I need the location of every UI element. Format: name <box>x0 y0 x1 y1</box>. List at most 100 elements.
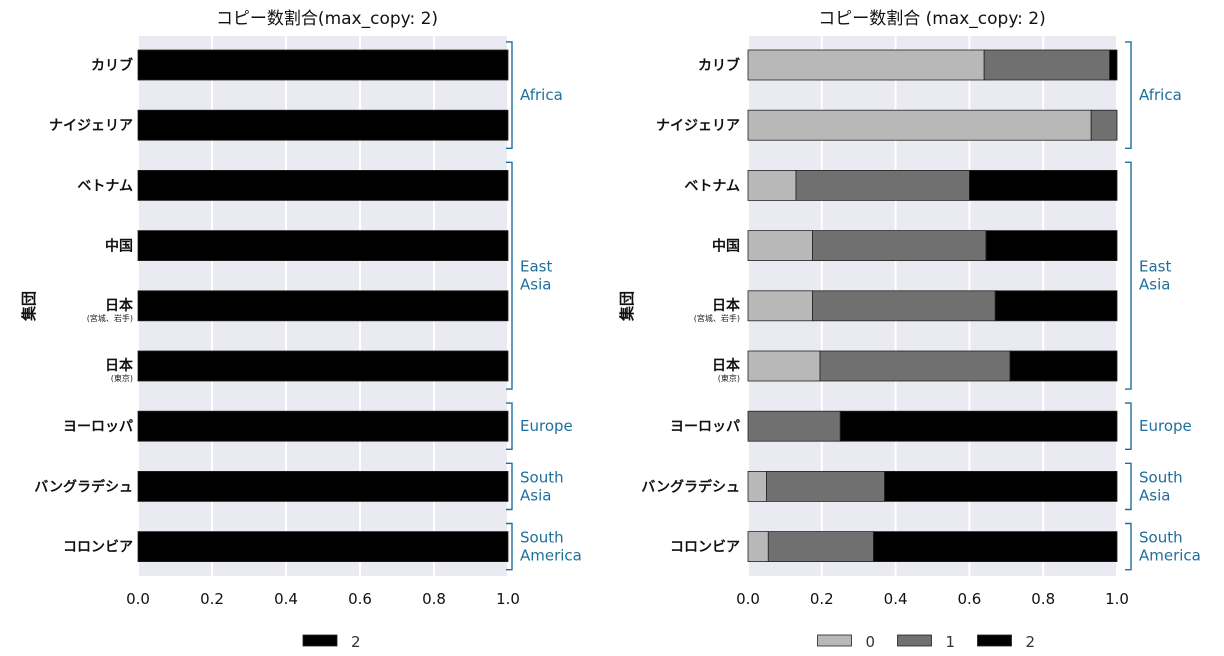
chart-title: コピー数割合(max_copy: 2) <box>216 9 438 29</box>
group-label-word: Asia <box>520 276 551 294</box>
category-label: 中国 <box>105 238 133 255</box>
bar-segment-0 <box>747 531 769 562</box>
bar-segment-2 <box>137 470 509 502</box>
group-label: Africa <box>520 86 563 104</box>
bar-segment-2 <box>873 531 1118 562</box>
bar-segment-2 <box>1109 49 1118 81</box>
group-bracket <box>1125 41 1132 149</box>
group-label: South Asia <box>520 468 564 504</box>
x-tick-label: 0.2 <box>200 590 224 608</box>
bar-segment-0 <box>747 49 985 81</box>
right-chart-panel: 0.0 0.2 0.4 0.6 0.8 1.0 コピー数割合 (max_copy: 2) 集団… <box>618 9 1201 651</box>
category-label: 日本 <box>105 357 134 374</box>
group-label: Europe <box>1139 417 1192 435</box>
category-label: ベトナム <box>684 178 740 194</box>
x-tick-label: 1.0 <box>496 590 520 608</box>
x-tick-label: 0.8 <box>422 590 446 608</box>
group-bracket <box>506 522 513 571</box>
group-label-word: South <box>1139 468 1183 486</box>
group-bracket <box>506 402 513 450</box>
x-tick-label: 0.2 <box>810 590 834 608</box>
left-chart-panel: 0.0 0.2 0.4 0.6 0.8 1.0 コピー数割合(max_copy: 2) 集団 カ… <box>20 9 582 651</box>
group-bracket <box>1125 522 1132 571</box>
category-label: コロンビア <box>670 540 740 556</box>
group-label-word: East <box>1139 258 1171 276</box>
group-bracket <box>506 41 513 149</box>
group-bracket <box>1125 402 1132 450</box>
group-label: Europe <box>520 417 573 435</box>
category-sublabel: (東京) <box>111 373 133 383</box>
category-label: 中国 <box>712 238 740 255</box>
y-axis-label: 集団 <box>618 291 636 322</box>
bar-segment-1 <box>767 531 874 562</box>
group-label: East Asia <box>1139 258 1171 294</box>
category-label: ナイジェリア <box>656 118 740 134</box>
bar-segment-2 <box>137 290 509 322</box>
group-label-word: Africa <box>520 86 563 104</box>
y-axis-label: 集団 <box>20 291 38 322</box>
bar-segment-1 <box>1090 109 1118 141</box>
x-tick-label: 0.4 <box>884 590 908 608</box>
category-label: バングラデシュ <box>641 478 740 495</box>
category-label: ヨーロッパ <box>670 419 740 435</box>
group-label-word: South <box>1139 529 1183 547</box>
category-label: カリブ <box>698 57 740 74</box>
bar-segment-1 <box>983 49 1111 81</box>
legend-swatch-0 <box>817 634 852 647</box>
bar-segment-0 <box>747 290 813 322</box>
group-label: East Asia <box>520 258 552 294</box>
category-sublabel: (宮城、岩手) <box>87 313 133 323</box>
legend-label: 2 <box>1026 633 1036 651</box>
bar-segment-2 <box>137 410 509 442</box>
legend-swatch-2 <box>302 634 338 647</box>
bar-segment-2 <box>985 230 1118 262</box>
bar-segment-2 <box>137 169 509 201</box>
group-label-word: Europe <box>1139 417 1192 435</box>
group-label-word: Africa <box>1139 86 1182 104</box>
legend-swatch-1 <box>897 634 932 647</box>
x-tick-label: 0.0 <box>736 590 760 608</box>
bar-segment-1 <box>819 350 1011 382</box>
legend-swatch-2 <box>977 634 1012 647</box>
group-label: South America <box>1139 529 1201 565</box>
bar-segment-0 <box>747 230 813 262</box>
category-label: ナイジェリア <box>49 118 133 134</box>
group-bracket <box>1125 161 1132 390</box>
group-label: South America <box>520 529 582 565</box>
group-label-word: America <box>520 547 582 565</box>
group-label-word: East <box>520 258 552 276</box>
group-label-word: Asia <box>520 486 551 504</box>
bar-segment-2 <box>137 49 509 81</box>
group-label-word: Asia <box>1139 276 1170 294</box>
x-tick-label: 0.6 <box>348 590 372 608</box>
legend-label: 1 <box>946 633 956 651</box>
bar-segment-0 <box>747 350 821 382</box>
bar-segment-2 <box>884 470 1118 502</box>
category-label: カリブ <box>91 57 133 74</box>
category-label: バングラデシュ <box>34 478 133 495</box>
bar-segment-0 <box>747 470 767 502</box>
group-bracket <box>506 161 513 390</box>
bar-segment-1 <box>747 410 841 442</box>
bar-segment-1 <box>812 230 987 262</box>
bar-segment-1 <box>812 290 996 322</box>
category-label: ベトナム <box>77 178 133 194</box>
legend-label: 2 <box>351 633 361 651</box>
category-label: 日本 <box>105 297 134 314</box>
chart-title: コピー数割合 (max_copy: 2) <box>818 9 1046 29</box>
category-label: ヨーロッパ <box>63 419 133 435</box>
category-label: 日本 <box>712 297 741 314</box>
category-label: コロンビア <box>63 540 133 556</box>
group-label: South Asia <box>1139 468 1183 504</box>
x-tick-label: 0.4 <box>274 590 298 608</box>
group-label-word: South <box>520 529 564 547</box>
x-tick-label: 0.6 <box>957 590 981 608</box>
bar-segment-2 <box>1009 350 1118 382</box>
bar-segment-2 <box>137 109 509 141</box>
group-label-word: America <box>1139 547 1201 565</box>
bar-segment-2 <box>969 169 1118 201</box>
group-label: Africa <box>1139 86 1182 104</box>
x-tick-label: 0.0 <box>126 590 150 608</box>
category-sublabel: (東京) <box>718 373 740 383</box>
bar-segment-0 <box>747 109 1092 141</box>
